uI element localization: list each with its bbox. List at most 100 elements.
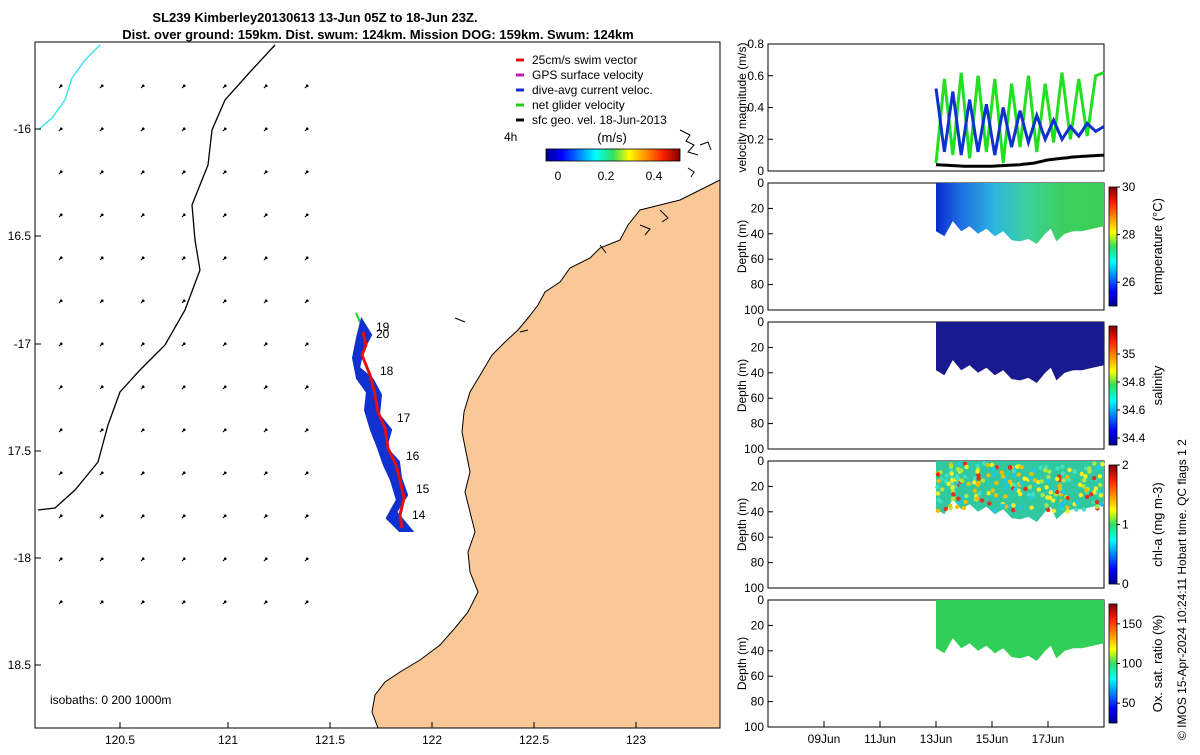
chl-a-sample (1099, 502, 1104, 507)
chl-a-sample (1001, 474, 1006, 479)
quiver-arrow (99, 428, 104, 433)
chl-a-sample (1065, 474, 1070, 480)
quiver-arrow (181, 557, 186, 562)
quiver-arrow (58, 84, 63, 89)
quiver-arrow (140, 256, 145, 261)
chl-a-sample (950, 478, 955, 483)
chl-a-sample (966, 481, 971, 486)
quiver-arrow (304, 428, 309, 433)
chl-a-sample (1000, 503, 1006, 508)
time-tick-label: 17Jun (1032, 732, 1065, 746)
quiver-arrow (263, 342, 268, 347)
quiver-arrow (140, 84, 145, 89)
quiver-arrow (263, 256, 268, 261)
profile-curtain (936, 600, 1104, 661)
lat-tick-label: 17.5 (8, 444, 32, 458)
chl-a-sample (977, 491, 982, 496)
quiver-arrow (222, 600, 227, 605)
quiver-arrow (222, 127, 227, 132)
quiver-arrow (58, 299, 63, 304)
chl-a-sample (957, 500, 962, 506)
chl-a-sample (1065, 505, 1070, 510)
chart-subtitle: Dist. over ground: 159km. Dist. swum: 12… (122, 27, 634, 42)
quiver-arrow (304, 170, 309, 175)
chl-a-sample (1003, 485, 1009, 490)
quiver-arrow (140, 170, 145, 175)
chl-a-sample (972, 488, 977, 493)
chl-a-sample (1011, 468, 1016, 474)
chl-a-sample (986, 473, 991, 478)
chl-a-sample (1028, 495, 1033, 500)
velocity-ylabel: velocity magnitude (m/s) (735, 42, 749, 172)
profile-panel: 20 40 60 80 100 0 Depth (m) 26 28 30 temperature (… (735, 176, 1165, 317)
chl-a-sample (1060, 471, 1066, 476)
speed-colorbar-ticks: 0 0.2 0.4 (555, 169, 663, 183)
quiver-arrow (140, 342, 145, 347)
ytick-label: 40 (751, 644, 765, 658)
chl-a-sample (1061, 478, 1066, 483)
chl-a-sample (1092, 476, 1097, 481)
day-label: 14 (412, 508, 426, 522)
quiver-arrow (181, 471, 186, 476)
day-label: 18 (380, 364, 394, 378)
chl-a-sample (1003, 479, 1008, 485)
quiver-arrow (181, 342, 186, 347)
ytick-label: 80 (751, 695, 765, 709)
quiver-arrow (181, 213, 186, 218)
chl-a-sample (956, 496, 961, 501)
chl-a-sample (1036, 479, 1041, 485)
chl-a-sample (1028, 475, 1033, 480)
chl-a-sample (1012, 473, 1017, 478)
chl-a-sample (985, 462, 990, 468)
chl-a-sample (1060, 464, 1065, 469)
chl-a-sample (1081, 507, 1087, 512)
quiver-arrow (304, 213, 309, 218)
ytick-label: 100 (744, 303, 764, 317)
chl-a-sample (1098, 493, 1104, 498)
quiver-arrow (99, 299, 104, 304)
chl-a-sample (959, 468, 964, 473)
quiver-arrow (58, 385, 63, 390)
time-tick-label: 13Jun (920, 732, 953, 746)
chl-a-sample (1004, 504, 1009, 509)
time-tick-label: 15Jun (976, 732, 1009, 746)
chl-a-sample (946, 481, 951, 486)
chl-a-sample (975, 463, 980, 469)
ytick-label: 80 (751, 278, 765, 292)
isobath-1000m (37, 44, 101, 131)
chl-a-sample (1019, 481, 1024, 486)
chl-a-sample (1059, 505, 1064, 510)
chl-a-sample (974, 496, 980, 501)
quiver-arrow (263, 514, 268, 519)
chl-a-sample (1065, 509, 1070, 514)
quiver-arrow (140, 127, 145, 132)
chl-a-sample (950, 485, 955, 490)
quiver-arrow (181, 256, 186, 261)
lat-tick-label: -17 (14, 337, 32, 351)
colorbar-label: temperature (°C) (1150, 198, 1165, 295)
colorbar-title: (m/s) (597, 130, 627, 145)
chl-a-sample (943, 479, 949, 484)
profile-colorbar (1108, 325, 1118, 446)
chl-a-sample (991, 466, 996, 471)
chl-a-sample (1046, 507, 1051, 513)
chl-a-sample (935, 472, 941, 477)
chl-a-sample (976, 472, 981, 478)
chl-a-sample (1081, 478, 1087, 483)
chl-a-sample (1044, 503, 1049, 508)
colorbar-tick-label: 34.8 (1122, 375, 1146, 389)
colorbar-label: salinity (1150, 365, 1165, 405)
chl-a-sample (1022, 476, 1027, 481)
chl-a-sample (1036, 487, 1042, 492)
quiver-arrow (263, 170, 268, 175)
quiver-arrow (58, 600, 63, 605)
colorbar-tick-label: 34.4 (1122, 431, 1146, 445)
colorbar-tick-label: 26 (1122, 275, 1136, 289)
chl-a-sample (1074, 500, 1080, 505)
chl-a-sample (1081, 484, 1086, 489)
chl-a-sample (1016, 472, 1021, 477)
ytick-label: 20 (751, 201, 765, 215)
quiver-arrow (58, 514, 63, 519)
legend-entry: net glider velocity (532, 98, 625, 112)
vector-scale-label: 4h (504, 130, 517, 144)
